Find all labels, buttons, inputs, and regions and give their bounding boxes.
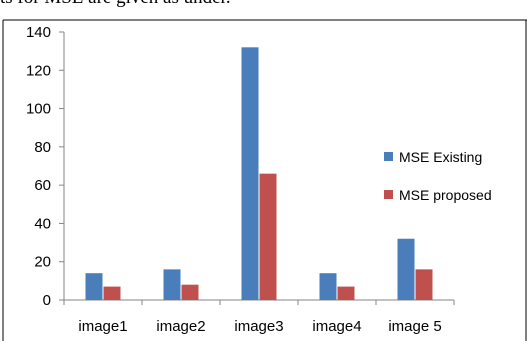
bar-mse-proposed <box>259 173 277 300</box>
y-tick-label: 120 <box>26 62 51 79</box>
bar-mse-existing <box>163 269 181 300</box>
legend: MSE Existing MSE proposed <box>384 149 492 203</box>
bar-mse-existing <box>319 273 337 300</box>
bar-mse-existing <box>241 47 259 300</box>
x-category-label: image4 <box>312 318 361 335</box>
y-axis-ticks: 0 20 40 60 80 100 120 140 <box>26 24 64 309</box>
bar-mse-existing <box>397 238 415 300</box>
y-tick-label: 140 <box>26 24 51 41</box>
y-tick-label: 0 <box>43 292 51 309</box>
y-tick-label: 60 <box>34 177 51 194</box>
y-tick-label: 80 <box>34 139 51 156</box>
y-tick-label: 40 <box>34 215 51 232</box>
bar-mse-existing <box>85 273 103 300</box>
x-category-label: image3 <box>234 318 283 335</box>
legend-label: MSE proposed <box>399 187 492 203</box>
bar-mse-proposed <box>103 286 121 300</box>
bar-mse-proposed <box>181 284 199 300</box>
legend-swatch <box>384 190 393 199</box>
legend-label: MSE Existing <box>399 149 482 165</box>
legend-swatch <box>384 152 393 161</box>
x-category-label: image 5 <box>388 318 441 335</box>
bar-mse-proposed <box>415 269 433 300</box>
y-tick-label: 20 <box>34 254 51 271</box>
preceding-text-fragment: ts for MSE are given as under. <box>0 0 527 9</box>
x-category-label: image1 <box>78 318 127 335</box>
x-axis-ticks: image1 image2 image3 image4 image 5 <box>63 300 455 335</box>
bar-mse-proposed <box>337 286 355 300</box>
y-tick-label: 100 <box>26 101 51 118</box>
bars <box>85 47 433 300</box>
x-category-label: image2 <box>156 318 205 335</box>
